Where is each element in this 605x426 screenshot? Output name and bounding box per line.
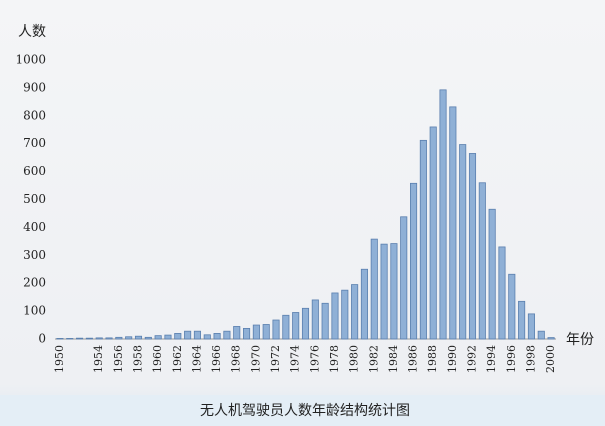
bar [105,337,113,340]
x-tick-label: 1974 [289,345,302,373]
bar [488,208,496,340]
bar [321,302,329,340]
x-tick-label: 1986 [407,345,420,373]
bar [429,126,437,340]
bar [164,334,172,340]
x-tick-label: 1964 [190,345,203,373]
y-tick-label: 200 [23,276,46,290]
y-tick-label: 700 [23,136,46,150]
bar [174,333,182,340]
bar [527,313,535,340]
x-tick-label: 1954 [92,345,105,373]
bar [518,300,526,340]
bar [419,139,427,340]
bar [203,334,211,340]
x-tick-label: 1990 [446,345,459,373]
x-tick-label: 1968 [230,345,243,373]
y-tick-label: 100 [23,304,46,318]
x-tick-label: 1972 [269,345,282,373]
y-tick-label: 1000 [15,53,46,67]
bar [233,326,241,340]
bar [154,335,162,340]
bar [95,337,103,340]
chart-title: 无人机驾驶员人数年龄结构统计图 [200,403,410,419]
bar [301,307,310,340]
bar [66,338,74,340]
bar [144,336,152,340]
bar [243,327,251,340]
bar [252,324,260,340]
bar [478,182,486,340]
bar [76,337,84,340]
y-tick-label: 0 [38,332,46,346]
bar [449,106,457,340]
bar [351,284,359,340]
bar [508,273,516,340]
bar [459,144,467,340]
y-tick-label: 600 [23,164,46,178]
y-axis-label: 人数 [18,24,46,40]
y-tick-label: 800 [23,108,46,122]
x-tick-label: 1966 [210,345,223,373]
x-tick-label: 1970 [249,345,262,373]
x-tick-label: 1958 [132,345,145,373]
x-tick-label: 1992 [466,345,479,373]
x-tick-label: 1988 [426,345,439,373]
bar [292,312,300,340]
bar [56,338,64,340]
bar [331,292,339,340]
bar [390,243,398,340]
x-tick-label: 1996 [505,345,518,373]
bar [370,238,378,340]
bar [547,337,555,340]
x-tick-label: 1994 [485,345,498,373]
x-tick-label: 1980 [348,345,361,373]
x-tick-label: 1998 [524,345,537,373]
x-tick-label: 1976 [308,345,321,373]
x-tick-label: 2000 [544,345,557,373]
title-band [0,395,605,426]
bar [410,182,418,340]
bar [311,299,319,340]
bar [341,289,349,340]
bar [134,335,143,340]
x-tick-label: 1962 [171,345,184,373]
bar [85,337,93,340]
x-tick-label: 1978 [328,345,341,373]
bar [223,330,231,340]
bar [262,324,270,340]
bar [468,153,477,340]
bar [184,330,192,340]
bar [400,216,408,340]
x-tick-label: 1960 [151,345,164,373]
y-tick-label: 500 [23,192,46,206]
y-tick-label: 900 [23,80,46,94]
bar [213,333,221,340]
bar [380,243,388,340]
x-tick-label: 1950 [53,345,66,373]
bar [498,246,506,340]
x-axis-label: 年份 [566,332,594,348]
bar [193,330,201,340]
bar [125,336,133,340]
bar [282,314,290,340]
bar [272,319,280,340]
bar [360,268,368,340]
y-tick-label: 400 [23,220,46,234]
bar [537,330,545,340]
bar [115,336,123,340]
x-tick-label: 1984 [387,345,400,373]
x-tick-label: 1956 [112,345,125,373]
bar [439,89,447,340]
y-tick-label: 300 [23,248,46,262]
x-tick-label: 1982 [367,345,380,373]
